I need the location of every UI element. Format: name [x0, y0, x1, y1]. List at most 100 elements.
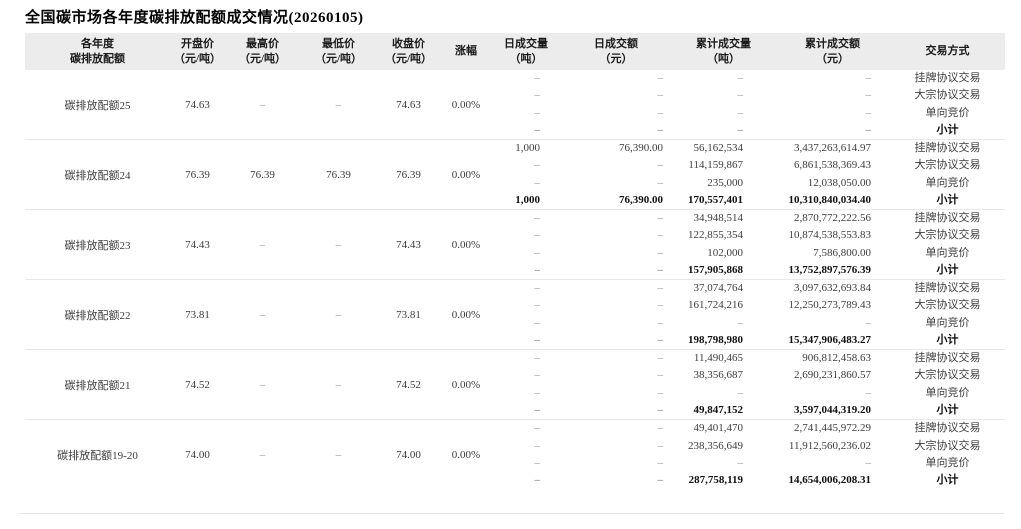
- trade-row: – – – – 挂牌协议交易: [492, 70, 1005, 87]
- col-header-change-line1: 涨幅: [455, 45, 477, 58]
- col-header-change: 涨幅: [440, 33, 492, 70]
- cum-volume-cell: 122,855,354: [688, 229, 743, 242]
- cum-amount-cell: –: [865, 456, 872, 469]
- trade-type-cell: 单向竞价: [925, 106, 970, 119]
- trade-row: – – 235,000 12,038,050.00 单向竞价: [492, 175, 1005, 192]
- daily-amount-cell: –: [657, 282, 664, 295]
- daily-volume-cell: –: [534, 352, 541, 365]
- trade-type-cell: 单向竞价: [925, 176, 970, 189]
- cum-volume-cell: 38,356,687: [693, 369, 744, 382]
- cum-volume-cell: 56,162,534: [693, 142, 744, 155]
- trade-row: – – – – 单向竞价: [492, 105, 1005, 122]
- daily-amount-cell: –: [657, 263, 664, 276]
- cum-amount-cell: –: [865, 386, 872, 399]
- cum-amount-cell: 14,654,006,208.31: [788, 474, 872, 487]
- cum-volume-cell: –: [737, 316, 744, 329]
- trade-rows: – – 37,074,764 3,097,632,693.84 挂牌协议交易 – – 161,…: [492, 280, 1005, 349]
- trade-type-cell: 挂牌协议交易: [914, 212, 981, 225]
- col-header-high-price-line1: 最高价: [246, 37, 279, 50]
- trade-type-cell: 大宗协议交易: [914, 439, 981, 452]
- cum-amount-cell: 2,741,445,972.29: [794, 422, 871, 435]
- daily-amount-cell: –: [657, 474, 664, 487]
- cum-amount-cell: 10,310,840,034.40: [788, 193, 872, 206]
- trade-type-cell: 挂牌协议交易: [914, 142, 981, 155]
- trade-row: – – 157,905,868 13,752,897,576.39 小计: [492, 262, 1005, 279]
- trade-type-cell: 单向竞价: [925, 456, 970, 469]
- col-header-close-price-line1: 收盘价: [392, 37, 425, 50]
- daily-amount-cell: –: [657, 386, 664, 399]
- daily-amount-cell: –: [657, 212, 664, 225]
- col-header-product-line2: 碳排放配额: [70, 52, 125, 65]
- close-price-cell: 74.43: [396, 238, 421, 251]
- col-header-open-price: 开盘价 （元/吨）: [170, 33, 225, 70]
- close-price-cell: 74.52: [396, 378, 421, 391]
- trade-row: – – 122,855,354 10,874,538,553.83 大宗协议交易: [492, 227, 1005, 244]
- trade-row: – – 198,798,980 15,347,906,483.27 小计: [492, 332, 1005, 349]
- cum-volume-cell: 170,557,401: [688, 193, 743, 206]
- col-header-daily-amount: 日成交额 （元）: [560, 33, 672, 70]
- trade-rows: – – 34,948,514 2,870,772,222.56 挂牌协议交易 – – 122,…: [492, 210, 1005, 279]
- daily-volume-cell: –: [534, 316, 541, 329]
- col-header-product: 各年度 碳排放配额: [25, 33, 170, 70]
- low-price-cell: 76.39: [326, 168, 351, 181]
- daily-amount-cell: –: [657, 123, 664, 136]
- trade-row: – – – – 小计: [492, 122, 1005, 139]
- daily-amount-cell: –: [657, 403, 664, 416]
- col-header-cum-volume: 累计成交量 （吨）: [672, 33, 775, 70]
- high-price-cell: 76.39: [250, 168, 275, 181]
- close-price-cell: 74.63: [396, 98, 421, 111]
- low-price-cell: –: [335, 308, 342, 321]
- cum-amount-cell: 3,437,263,614.97: [794, 142, 871, 155]
- cum-volume-cell: –: [737, 123, 744, 136]
- low-price-cell: –: [335, 449, 342, 461]
- trade-type-cell: 小计: [936, 123, 959, 136]
- cum-volume-cell: –: [737, 106, 744, 119]
- open-price-cell: 74.00: [185, 449, 210, 461]
- trade-type-cell: 挂牌协议交易: [914, 352, 981, 365]
- cum-volume-cell: 238,356,649: [688, 439, 743, 452]
- daily-volume-cell: –: [534, 229, 541, 242]
- change-cell: 0.00%: [451, 308, 481, 321]
- daily-volume-cell: –: [534, 299, 541, 312]
- cum-amount-cell: 12,250,273,789.43: [788, 299, 872, 312]
- col-header-low-price: 最低价 （元/吨）: [300, 33, 377, 70]
- cum-amount-cell: 3,597,044,319.20: [794, 403, 871, 416]
- trade-type-cell: 小计: [936, 333, 959, 346]
- col-header-daily-volume-line2: （吨）: [509, 52, 543, 65]
- cum-amount-cell: 2,690,231,860.57: [794, 369, 871, 382]
- cum-amount-cell: 7,586,800.00: [813, 246, 871, 259]
- daily-volume-cell: –: [534, 422, 541, 435]
- trade-row: – – 38,356,687 2,690,231,860.57 大宗协议交易: [492, 367, 1005, 384]
- cum-amount-cell: 10,874,538,553.83: [788, 229, 872, 242]
- table-body: 碳排放配额25 74.63 – – 74.63 0.00% – – – – 挂牌协议交易 – – – – 大宗…: [25, 70, 1005, 490]
- col-header-daily-volume: 日成交量 （吨）: [492, 33, 560, 70]
- cum-amount-cell: 13,752,897,576.39: [788, 263, 872, 276]
- low-price-cell: –: [335, 378, 342, 391]
- daily-amount-cell: –: [657, 72, 664, 85]
- high-price-cell: –: [259, 378, 266, 391]
- col-header-cum-amount: 累计成交额 （元）: [775, 33, 890, 70]
- col-header-cum-volume-line2: （吨）: [707, 52, 740, 65]
- close-price-cell: 76.39: [396, 168, 421, 181]
- product-cell: 碳排放配额24: [64, 169, 131, 182]
- close-price-cell: 73.81: [396, 308, 421, 321]
- trade-row: – – – – 单向竞价: [492, 455, 1005, 472]
- table-header-row: 各年度 碳排放配额 开盘价 （元/吨） 最高价 （元/吨） 最低价 （元/吨） 收盘价 （元/吨）…: [25, 33, 1005, 70]
- trade-row: 1,000 76,390.00 56,162,534 3,437,263,614.97…: [492, 140, 1005, 157]
- daily-amount-cell: –: [657, 316, 664, 329]
- trade-type-cell: 小计: [936, 474, 959, 487]
- cum-volume-cell: 235,000: [707, 176, 743, 189]
- col-header-daily-volume-line1: 日成交量: [504, 37, 548, 50]
- col-header-low-price-line1: 最低价: [322, 37, 355, 50]
- cum-volume-cell: 49,847,152: [693, 403, 744, 416]
- cum-volume-cell: –: [737, 456, 744, 469]
- trade-row: – – 37,074,764 3,097,632,693.84 挂牌协议交易: [492, 280, 1005, 297]
- cum-amount-cell: –: [865, 123, 872, 136]
- cum-volume-cell: –: [737, 386, 744, 399]
- col-header-high-price: 最高价 （元/吨）: [225, 33, 300, 70]
- daily-amount-cell: –: [657, 369, 664, 382]
- close-price-cell: 74.00: [396, 449, 421, 461]
- cum-volume-cell: –: [737, 72, 744, 85]
- daily-amount-cell: –: [657, 159, 664, 172]
- col-header-close-price: 收盘价 （元/吨）: [377, 33, 440, 70]
